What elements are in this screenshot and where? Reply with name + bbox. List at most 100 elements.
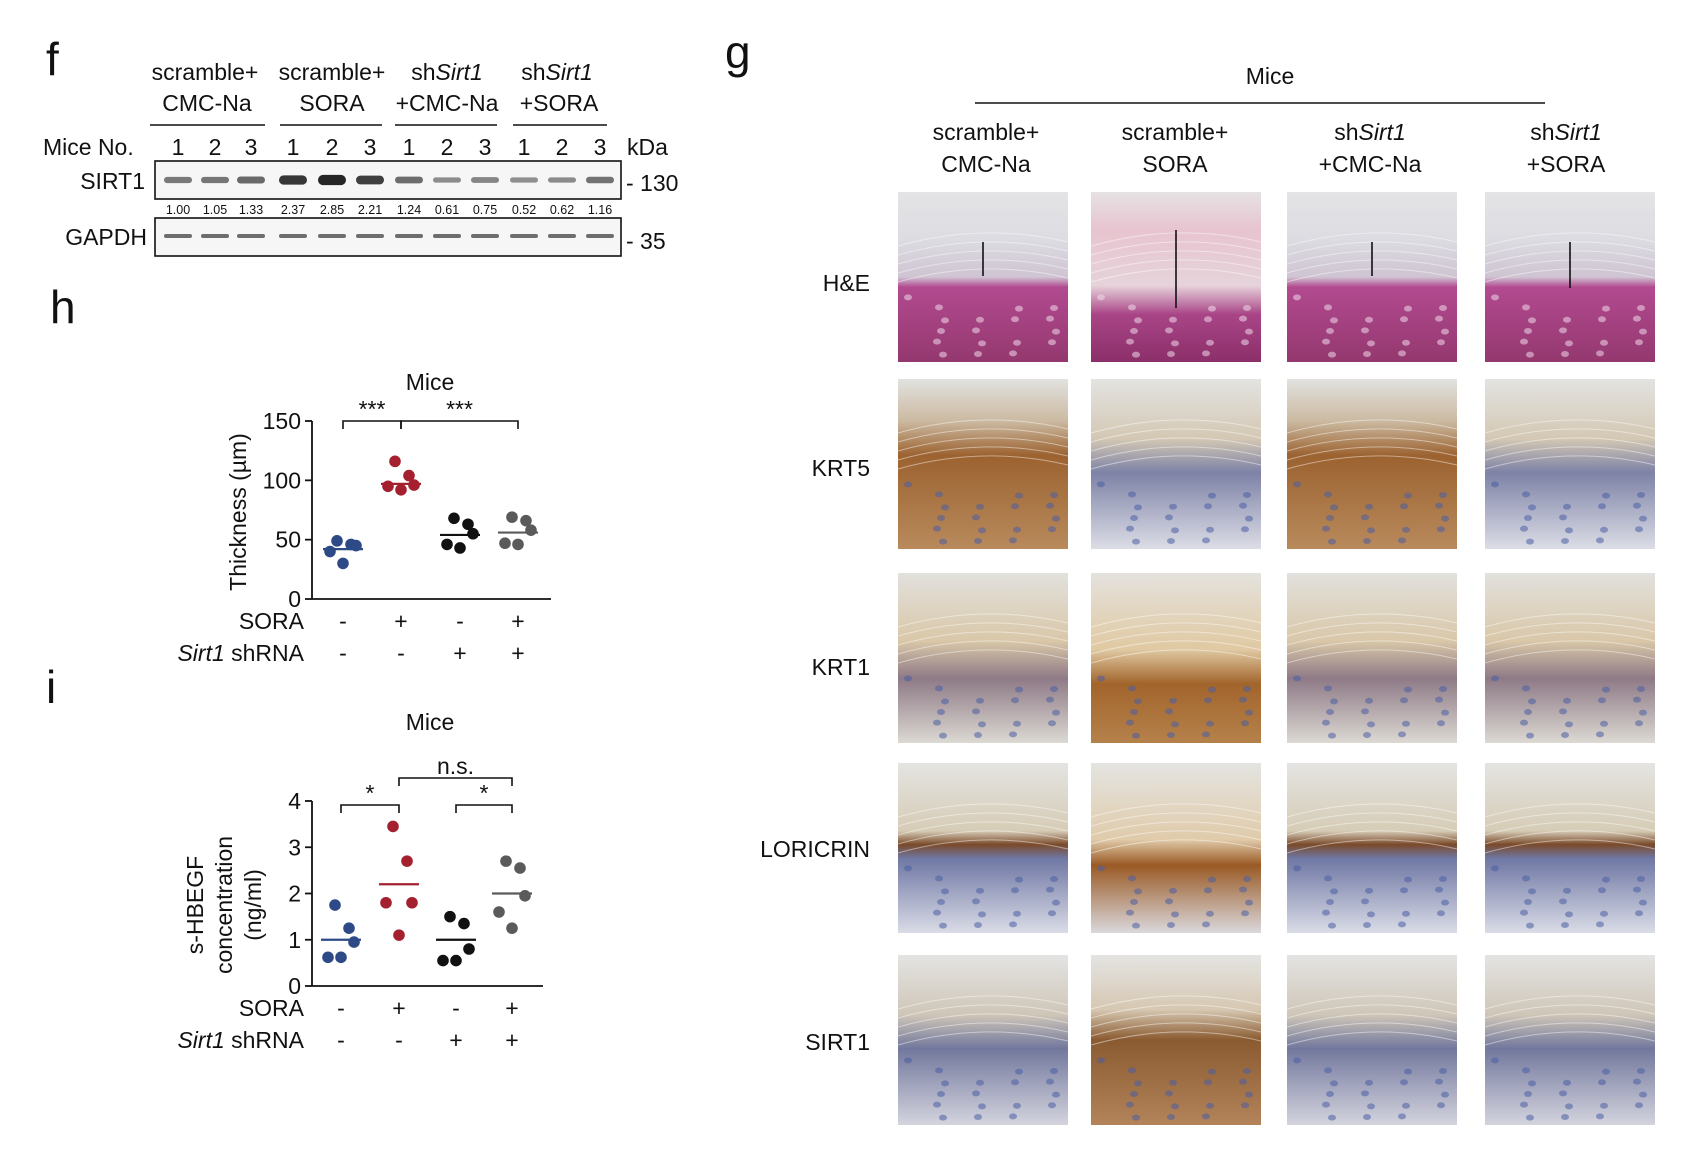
tile-nucleus: [1526, 732, 1534, 739]
chart-i-point-g2-3: [406, 896, 418, 909]
hbegf-chart: Mice s-HBEGF concentration (ng/ml) 0 1 2 3 4…: [177, 709, 543, 1053]
hbegf-chart-ylabel-line2: concentration: [211, 836, 237, 974]
tile-nucleus: [1050, 1068, 1058, 1074]
chart-h-point-g3-3: [467, 527, 479, 540]
tile-nucleus: [1239, 696, 1247, 703]
chart-h-point-g4-3: [525, 524, 537, 536]
chart-i-sora-4: +: [505, 995, 518, 1021]
blot-ratio-11: 0.62: [550, 203, 574, 217]
tile-nucleus: [1600, 526, 1608, 533]
tile-nucleus: [1635, 1102, 1643, 1109]
tile-nucleus: [1013, 526, 1021, 533]
chart-i-shrna-3: +: [449, 1027, 462, 1053]
tile-nucleus: [1563, 1079, 1571, 1086]
tile-nucleus: [974, 922, 982, 928]
tile-nucleus: [1048, 1102, 1056, 1109]
histology-col-1-line1: scramble+: [933, 119, 1040, 145]
tile-layer-line: [1090, 995, 1262, 1010]
tile-nucleus: [1439, 876, 1447, 882]
tile-nucleus: [1046, 502, 1054, 509]
histology-row-krt5: KRT5: [812, 455, 870, 481]
tile-layer-line: [1286, 839, 1458, 854]
tile-nucleus: [1130, 709, 1138, 715]
tile-nucleus: [941, 698, 949, 705]
tile-nucleus: [1398, 921, 1406, 928]
tile-nucleus: [1526, 1114, 1534, 1121]
tile-nucleus: [1524, 709, 1532, 715]
tile-nucleus: [1126, 338, 1134, 345]
blot-group-4-line2: +SORA: [520, 90, 599, 116]
tile-sirt1-4-image: [1485, 955, 1655, 1125]
tile-nucleus: [1437, 910, 1445, 917]
tile-layer-line: [897, 812, 1069, 827]
tile-nucleus: [1050, 492, 1058, 498]
tile-nucleus: [1239, 315, 1247, 322]
tile-nucleus: [1559, 1090, 1567, 1097]
tile-nucleus: [1132, 538, 1140, 545]
chart-i-tick-label-0: 0: [288, 973, 301, 999]
tile-nucleus: [1633, 886, 1641, 893]
tile-nucleus: [1015, 876, 1023, 883]
chart-h-sig-bracket-1: [342, 420, 402, 429]
histology-grid: Mice scramble+ CMC-Na scramble+ SORA shS…: [760, 63, 1656, 1125]
chart-i-sig-label-1: *: [366, 780, 375, 806]
chart-i-point-g3-5: [450, 954, 462, 967]
tile-nucleus: [1204, 887, 1212, 894]
tile-nucleus: [1169, 503, 1177, 510]
tile-layer-line: [1286, 830, 1458, 845]
tile-nucleus: [1011, 503, 1019, 510]
tile-layer-line: [897, 995, 1069, 1010]
tile-nucleus: [1052, 709, 1060, 716]
chart-i-sora-1: -: [337, 995, 345, 1021]
tile-nucleus: [1633, 1078, 1641, 1085]
tile-nucleus: [1324, 685, 1332, 692]
chart-i-sig-label-2: *: [480, 780, 489, 806]
tile-layer-line: [1286, 613, 1458, 628]
tile-layer-line: [1484, 437, 1656, 452]
histology-row-he: H&E: [823, 270, 870, 296]
tile-nucleus: [1365, 887, 1373, 894]
histology-row-sirt1: SIRT1: [805, 1029, 870, 1055]
tile-nucleus: [1441, 709, 1449, 716]
tile-nucleus: [1565, 911, 1573, 918]
tile-layer-line: [1484, 631, 1656, 646]
tile-nucleus: [1596, 921, 1604, 928]
tile-nucleus: [1011, 697, 1019, 704]
tile-nucleus: [1528, 504, 1536, 511]
chart-h-point-g4-1: [506, 511, 518, 523]
tile-nucleus: [1559, 327, 1567, 334]
tile-nucleus: [1435, 886, 1443, 893]
tile-krt5-4: [1484, 379, 1656, 549]
chart-h-point-g3-1: [448, 512, 460, 525]
tile-nucleus: [1596, 731, 1604, 738]
blot-membrane-sirt1: [154, 160, 622, 200]
tile-layer-line: [897, 1004, 1069, 1019]
tile-layer-line: [897, 1013, 1069, 1028]
blot-bands-sirt1: [164, 174, 614, 186]
tile-nucleus: [1596, 350, 1604, 357]
tile-nucleus: [1204, 503, 1212, 510]
tile-layer-line: [1484, 995, 1656, 1010]
blot-band-sirt1-6: [356, 175, 384, 185]
thickness-chart-ylabel: Thickness (µm): [225, 433, 251, 591]
chart-i-point-g4-3: [519, 890, 531, 902]
tile-nucleus: [1639, 328, 1647, 335]
tile-nucleus: [1367, 527, 1375, 534]
tile-nucleus: [978, 1103, 986, 1110]
tile-nucleus: [974, 538, 982, 544]
blot-band-gapdh-6: [356, 234, 384, 238]
blot-ratio-2: 1.05: [203, 203, 227, 217]
chart-h-tick-label-150: 150: [263, 408, 301, 434]
chart-h-sora-4: +: [511, 608, 524, 634]
tile-nucleus: [1046, 1078, 1054, 1085]
blot-band-gapdh-8: [433, 234, 461, 238]
histology-col-3-line2: +CMC-Na: [1319, 151, 1422, 177]
tile-nucleus: [1522, 685, 1530, 692]
tile-layer-line: [1090, 428, 1262, 443]
tile-krt5-3-image: [1287, 379, 1457, 549]
tile-nucleus: [1046, 696, 1054, 703]
tile-nucleus: [1565, 527, 1573, 534]
tile-nucleus: [937, 515, 945, 521]
tile-nucleus: [1439, 305, 1447, 311]
tile-nucleus: [1204, 697, 1212, 704]
